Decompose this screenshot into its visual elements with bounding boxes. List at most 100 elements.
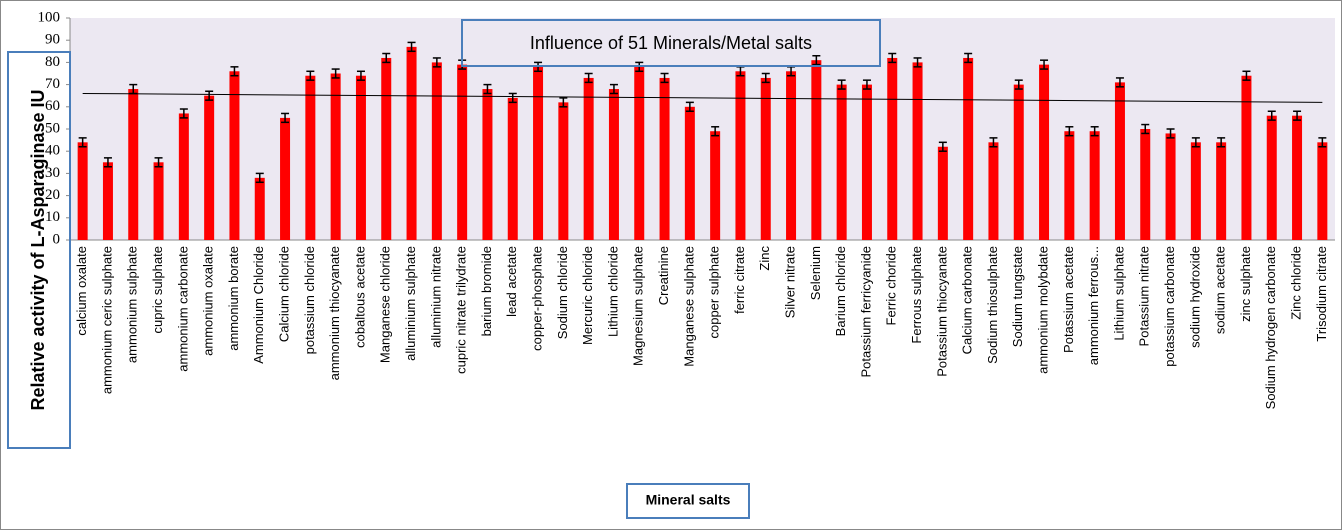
- x-tick-label: Ferric choride: [884, 246, 899, 325]
- bar: [1216, 142, 1227, 240]
- bar: [1013, 84, 1024, 240]
- bar: [355, 75, 366, 240]
- x-tick-label: potassium carbonate: [1162, 246, 1177, 367]
- x-tick-label: potassium chloride: [302, 246, 317, 354]
- bar: [204, 95, 215, 240]
- x-tick-label: ammonium oxalate: [201, 246, 216, 356]
- bar: [507, 97, 518, 240]
- x-tick-label: ammonium carbonate: [175, 246, 190, 372]
- bar: [963, 57, 974, 241]
- x-tick-label: sodium hydroxide: [1187, 246, 1202, 348]
- bar: [305, 75, 316, 240]
- y-tick-label: 20: [45, 187, 60, 203]
- bar: [710, 131, 721, 240]
- x-tick-label: cupric sulphate: [150, 246, 165, 333]
- x-tick-label: alluminium sulphate: [403, 246, 418, 361]
- y-tick-label: 50: [45, 120, 60, 136]
- bar: [128, 89, 139, 240]
- y-tick-label: 90: [45, 32, 60, 48]
- bar: [937, 146, 948, 240]
- x-axis-label: Mineral salts: [646, 492, 731, 508]
- x-tick-label: Ammonium Chloride: [251, 246, 266, 364]
- x-tick-label: copper-phosphate: [529, 246, 544, 351]
- bar: [1317, 142, 1328, 240]
- bar: [482, 89, 493, 240]
- bar: [1241, 75, 1252, 240]
- bar: [836, 84, 847, 240]
- x-tick-label: lead acetate: [504, 246, 519, 317]
- x-tick-label: ammonium ferrous...: [1086, 246, 1101, 365]
- x-tick-label: cobaltous acetate: [352, 246, 367, 348]
- bar: [1266, 115, 1277, 240]
- y-tick-label: 70: [45, 76, 60, 92]
- bar: [178, 113, 189, 240]
- y-tick-label: 40: [45, 143, 60, 159]
- x-tick-label: Sodium tungstate: [1010, 246, 1025, 347]
- x-tick-label: Lithium chloride: [605, 246, 620, 337]
- bar: [735, 71, 746, 240]
- bar: [1089, 131, 1100, 240]
- x-tick-label: ferric citrate: [732, 246, 747, 314]
- x-tick-label: Selenium: [808, 246, 823, 300]
- bar: [153, 162, 164, 240]
- x-label-box: [626, 483, 750, 519]
- y-tick-label: 0: [53, 231, 61, 247]
- bar: [1292, 115, 1303, 240]
- x-tick-label: ammonium borate: [226, 246, 241, 351]
- bar: [229, 71, 240, 240]
- bar: [684, 106, 695, 240]
- bar: [381, 57, 392, 241]
- x-tick-label: Calcium chloride: [276, 246, 291, 342]
- bar: [77, 142, 88, 240]
- x-tick-label: Zinc: [757, 246, 772, 271]
- x-tick-label: alluminium nitrate: [428, 246, 443, 348]
- x-tick-label: Magnesium sulphate: [631, 246, 646, 366]
- bar: [786, 71, 797, 240]
- x-tick-label: Potassium nitrate: [1137, 246, 1152, 346]
- x-tick-label: copper sulphate: [707, 246, 722, 339]
- x-tick-label: ammonium ceric sulphate: [99, 246, 114, 394]
- x-tick-label: Barium chloride: [833, 246, 848, 336]
- x-tick-label: calcium oxalate: [74, 246, 89, 336]
- x-tick-label: Ferrous sulphate: [909, 246, 924, 344]
- bar: [1114, 82, 1125, 240]
- bar: [330, 73, 341, 240]
- x-tick-label: barium bromide: [479, 246, 494, 336]
- bar: [811, 60, 822, 241]
- bar: [1190, 142, 1201, 240]
- title-box: [461, 19, 881, 67]
- bar: [887, 57, 898, 241]
- bar: [1165, 133, 1176, 240]
- bar: [1039, 64, 1050, 241]
- x-tick-label: Potassium acetate: [1061, 246, 1076, 353]
- bar: [1064, 131, 1075, 240]
- y-tick-label: 60: [45, 98, 60, 114]
- y-tick-label: 100: [38, 9, 61, 25]
- x-tick-label: Sodium thiosulphate: [985, 246, 1000, 364]
- bar: [533, 66, 544, 240]
- x-tick-label: Potassium ferricyanide: [858, 246, 873, 378]
- bar: [1140, 129, 1151, 240]
- bar: [634, 66, 645, 240]
- x-tick-label: Potassium thiocyanate: [934, 246, 949, 377]
- bar: [608, 89, 619, 240]
- bar: [280, 117, 291, 240]
- trendline: [82, 92, 1323, 103]
- bar: [406, 46, 417, 240]
- bar: [254, 177, 265, 240]
- bar: [558, 102, 569, 240]
- x-tick-label: ammonium molybdate: [1035, 246, 1050, 374]
- bar: [912, 62, 923, 241]
- x-tick-label: Zinc chloride: [1288, 246, 1303, 320]
- x-tick-label: ammonium thiocyanate: [327, 246, 342, 380]
- y-axis-label: Relative activity of L-Asparaginase IU: [28, 89, 48, 410]
- bar: [861, 84, 872, 240]
- x-tick-label: Creatinine: [656, 246, 671, 305]
- bar: [988, 142, 999, 240]
- bar: [760, 77, 771, 240]
- chart-title: Influence of 51 Minerals/Metal salts: [530, 33, 812, 53]
- bar: [457, 64, 468, 241]
- x-tick-label: Sodium chloride: [555, 246, 570, 339]
- x-tick-label: Lithium sulphate: [1111, 246, 1126, 341]
